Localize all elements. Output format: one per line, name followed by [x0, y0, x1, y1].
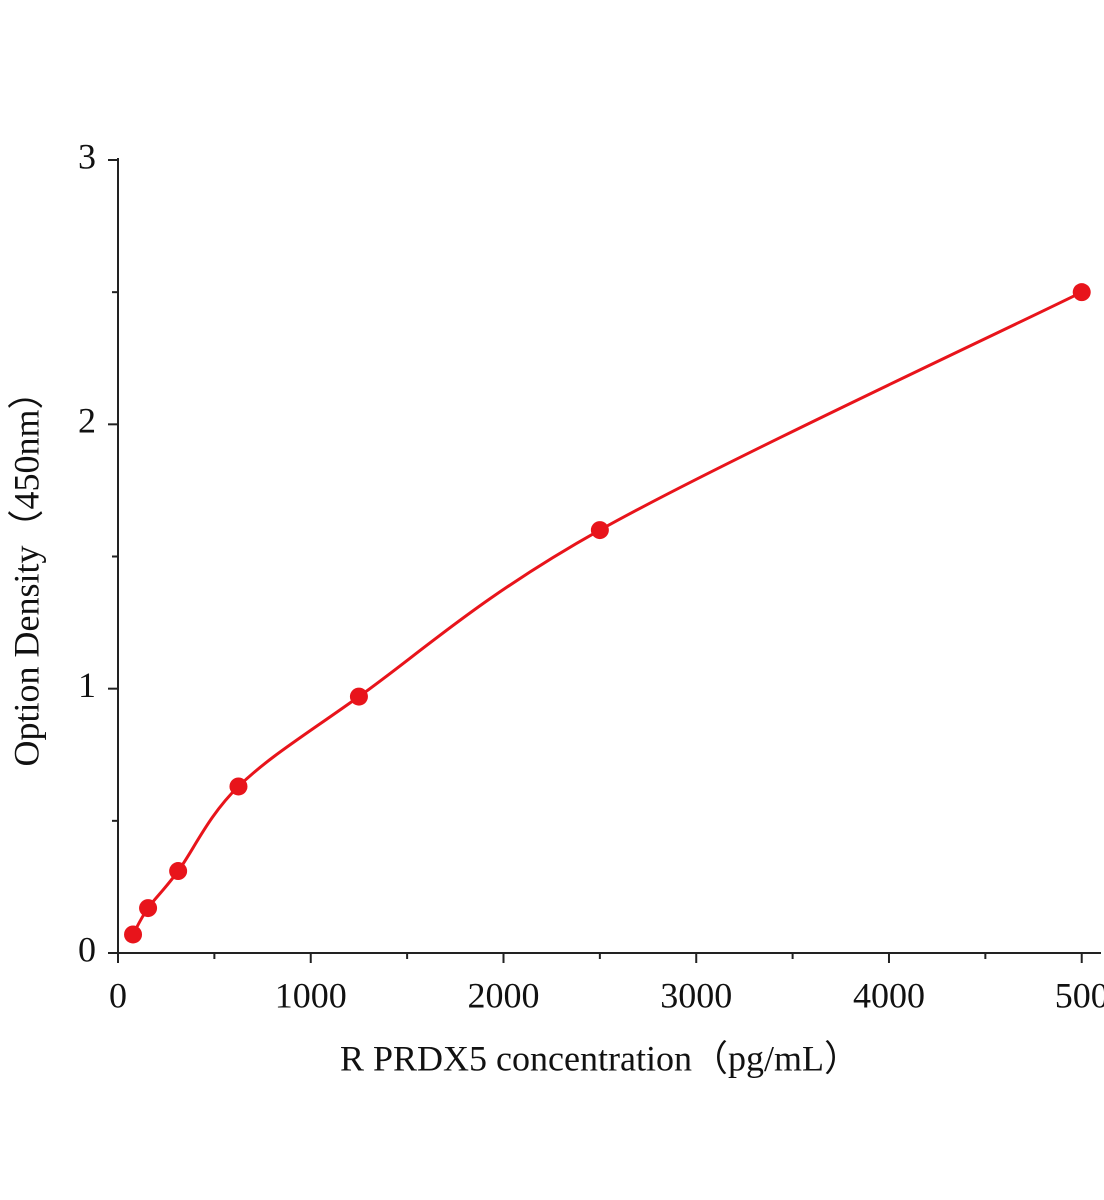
x-tick-label: 3000 [660, 975, 732, 1015]
data-point [590, 521, 609, 540]
x-tick-label: 4000 [853, 975, 925, 1015]
x-tick-label: 1000 [275, 975, 347, 1015]
data-point [1072, 283, 1091, 302]
data-point [169, 862, 188, 881]
data-point [139, 899, 158, 918]
y-tick-label: 2 [78, 401, 96, 441]
x-tick-label: 0 [109, 975, 127, 1015]
x-tick-label: 500 [1055, 975, 1104, 1015]
data-point [124, 925, 143, 944]
y-axis-label: Option Density（450nm） [6, 374, 46, 767]
y-tick-label: 0 [78, 929, 96, 969]
y-tick-label: 3 [78, 136, 96, 176]
data-point [349, 687, 368, 706]
x-axis-label: R PRDX5 concentration（pg/mL） [340, 1038, 860, 1078]
x-tick-label: 2000 [467, 975, 539, 1015]
fit-curve [131, 290, 1083, 936]
y-tick-label: 1 [78, 665, 96, 705]
data-point [229, 777, 248, 796]
